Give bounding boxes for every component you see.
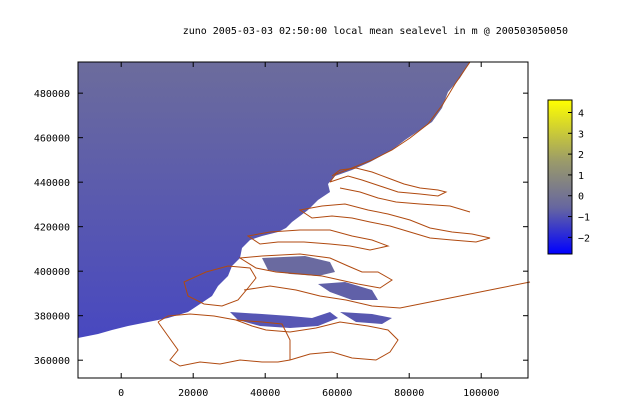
- colorbar-tick-label: −2: [578, 233, 590, 244]
- estuary-channel-south: [230, 312, 338, 328]
- estuary-channel-north: [262, 256, 335, 276]
- main-coastline: [329, 61, 471, 183]
- island-outline-4: [183, 265, 257, 307]
- island-outline-3: [238, 253, 393, 289]
- estuary-channel-south-east: [340, 312, 392, 324]
- coastline-group: [157, 61, 531, 367]
- y-tick-label: 380000: [34, 312, 70, 323]
- river-scheldt: [235, 319, 291, 360]
- y-tick-label: 480000: [34, 89, 70, 100]
- island-outline-2: [246, 229, 390, 251]
- y-tick-label: 360000: [34, 356, 70, 367]
- estuary-channel-east: [318, 282, 378, 300]
- chart-title: zuno 2005-03-03 02:50:00 local mean seal…: [183, 26, 568, 37]
- x-axis: 0 20000 40000 60000 80000 100000: [118, 62, 499, 399]
- colorbar-tick-label: 2: [578, 150, 584, 161]
- x-tick-label: 0: [118, 388, 124, 399]
- y-tick-label: 420000: [34, 223, 70, 234]
- southern-shore: [157, 313, 399, 361]
- island-outline-1: [298, 203, 491, 243]
- colorbar-tick-label: 4: [578, 108, 584, 119]
- x-tick-label: 100000: [463, 388, 499, 399]
- x-tick-label: 60000: [322, 388, 352, 399]
- x-tick-label: 20000: [178, 388, 208, 399]
- southern-shore-2: [157, 321, 291, 367]
- y-tick-label: 440000: [34, 178, 70, 189]
- y-tick-label: 460000: [34, 134, 70, 145]
- y-tick-label: 400000: [34, 267, 70, 278]
- colorbar-tick-label: −1: [578, 213, 590, 224]
- y-axis: 360000 380000 400000 420000 440000 460000 4800…: [34, 89, 528, 367]
- colorbar: [547, 99, 573, 255]
- river-outline-1: [339, 187, 471, 213]
- x-tick-label: 40000: [250, 388, 280, 399]
- colorbar-tick-label: 0: [578, 192, 584, 203]
- plot-frame: [77, 61, 529, 379]
- colorbar-tick-label: 3: [578, 129, 584, 140]
- colorbar-ticks: −2 −1 0 1 2 3 4: [568, 108, 590, 244]
- colorbar-tick-label: 1: [578, 171, 584, 182]
- island-outline-5: [243, 281, 531, 309]
- sea-field: [78, 62, 470, 338]
- x-tick-label: 80000: [394, 388, 424, 399]
- coastline-upper-islands: [329, 167, 448, 197]
